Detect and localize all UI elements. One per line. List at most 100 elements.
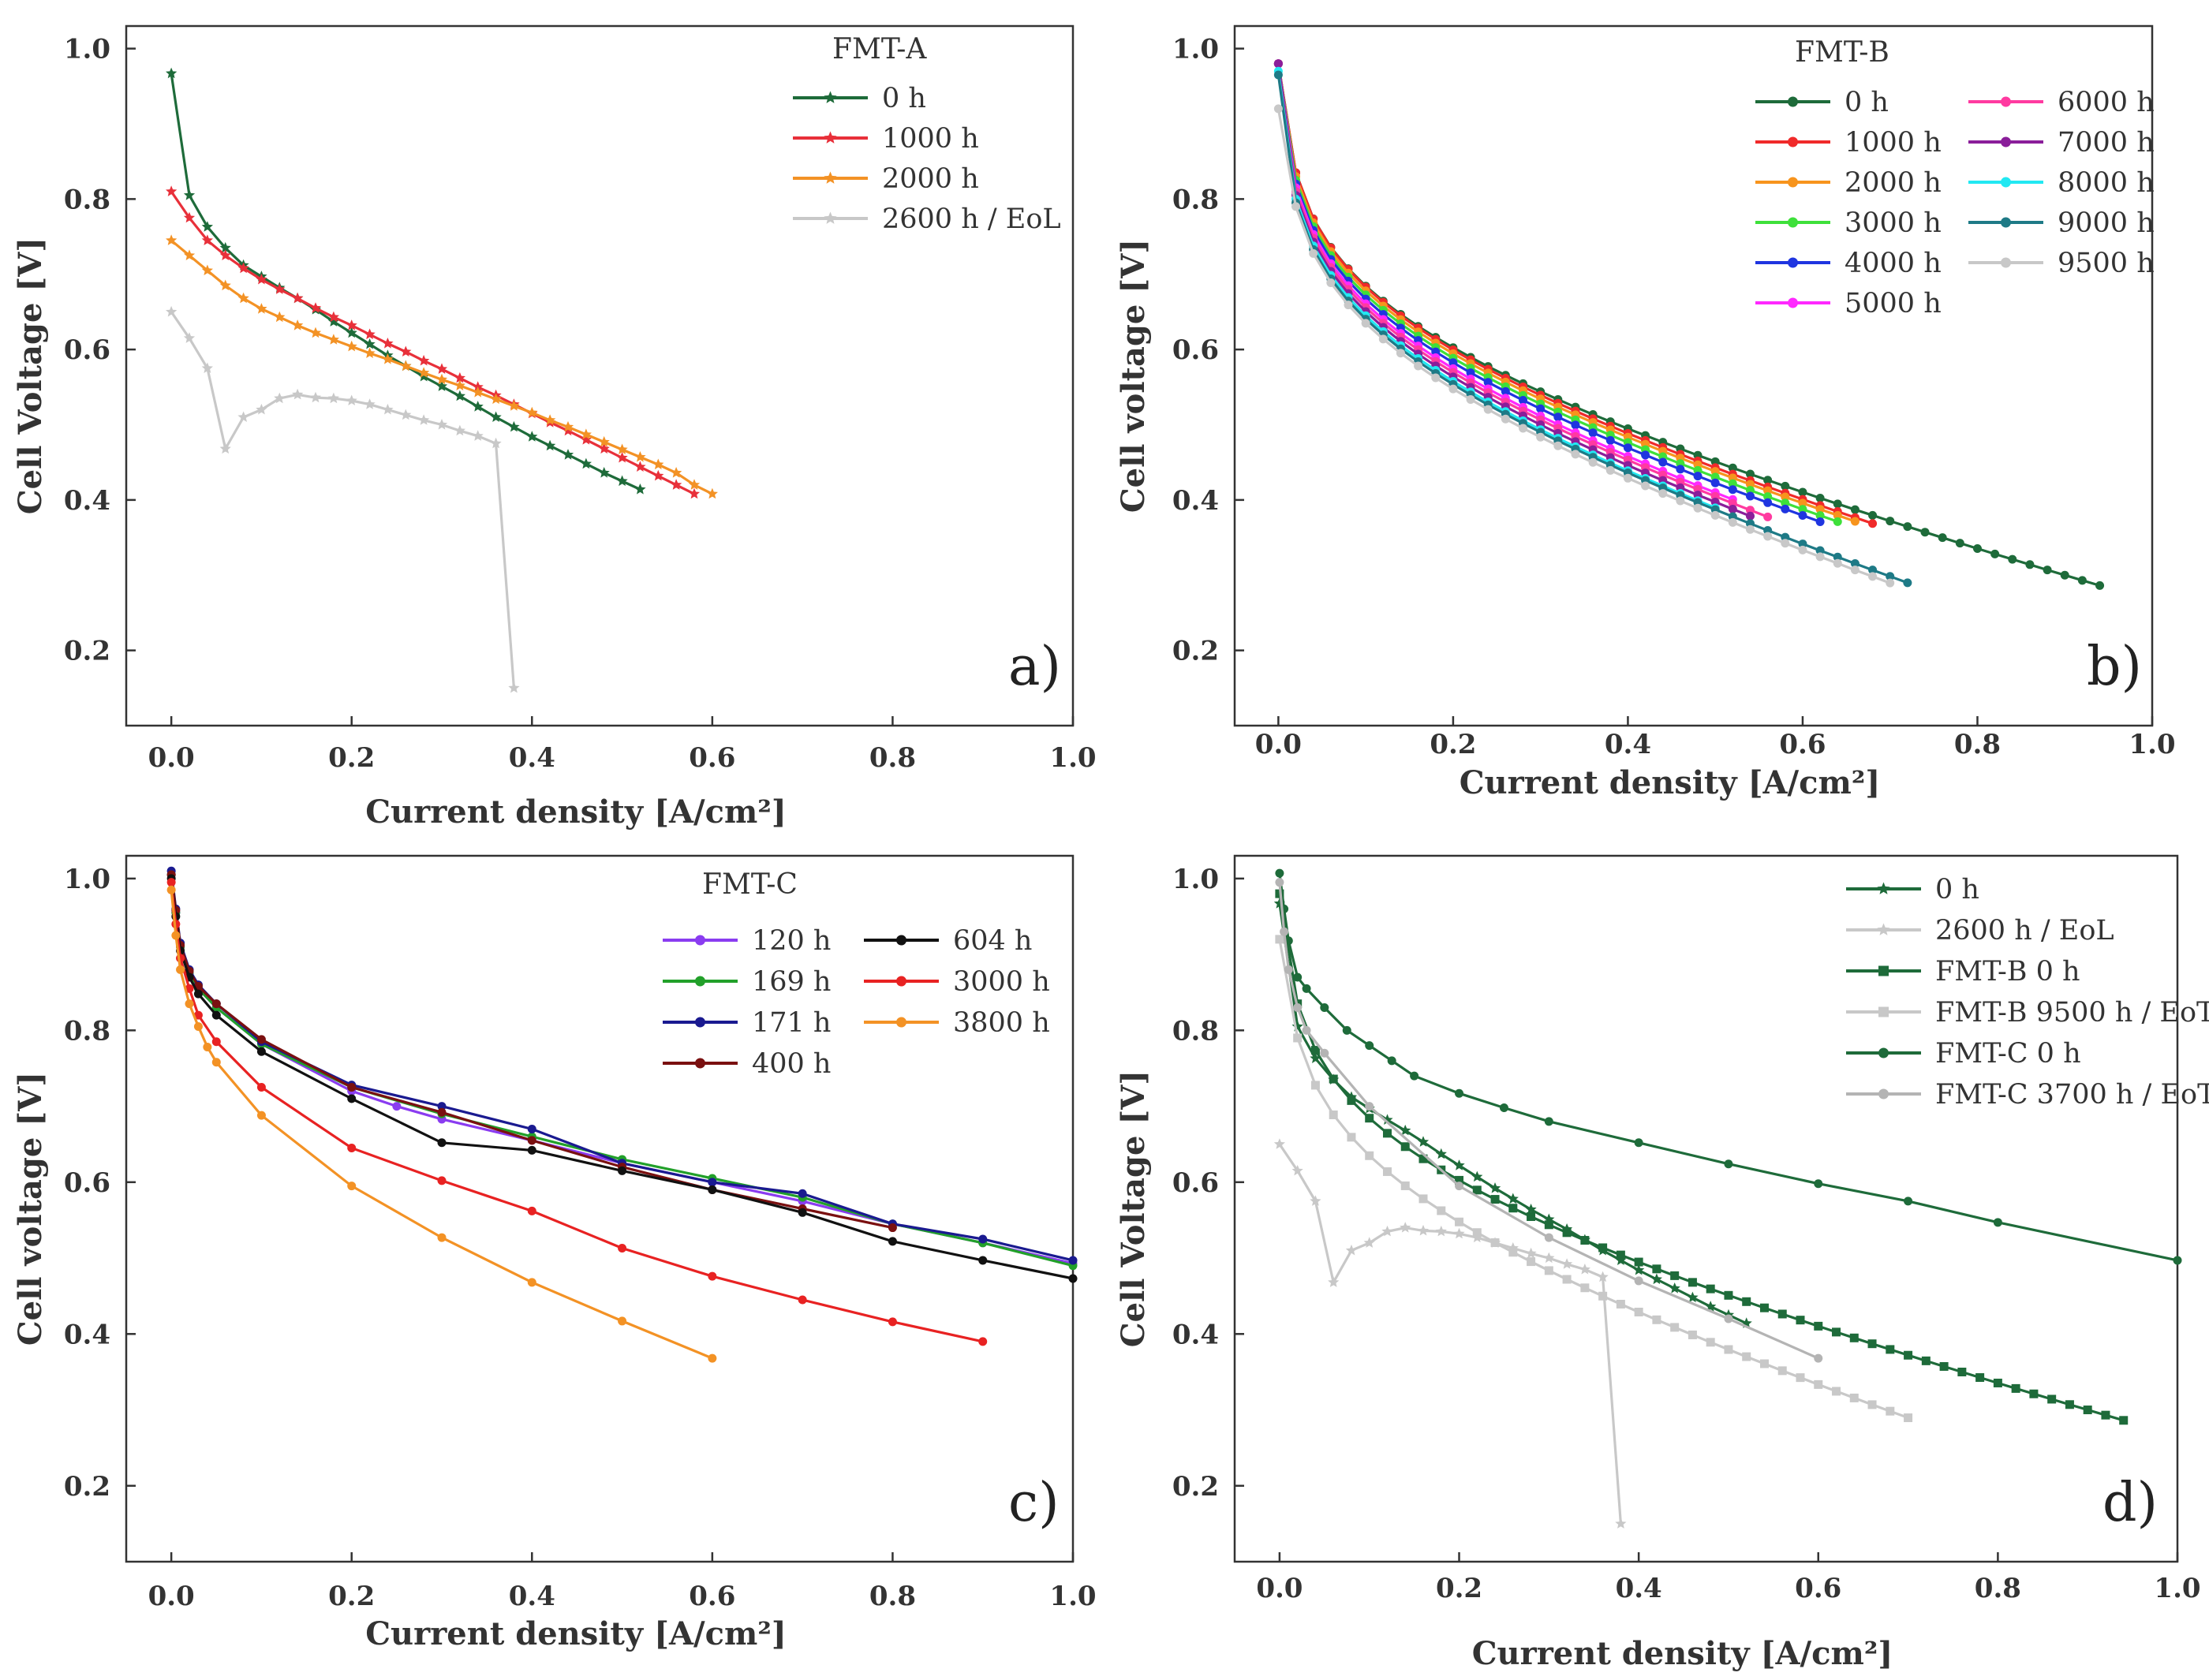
legend-item: 8000 h: [1968, 167, 2155, 199]
legend-item: 9500 h: [1968, 248, 2155, 279]
data-point: [347, 1083, 357, 1092]
data-point: [1310, 1046, 1320, 1055]
x-axis-title: Current density [A/cm²]: [365, 1615, 787, 1652]
data-point: [1382, 1129, 1392, 1138]
chart-panel-c: 0.0 0.2 0.4 0.6 0.8 1.0 0.2 0.4 0.6 0.8 1.0 Current…: [12, 854, 1097, 1652]
data-point: [1519, 395, 1528, 405]
x-tick-label: 0.2: [328, 742, 375, 774]
x-tick-label: 0.4: [1616, 1573, 1662, 1604]
legend-marker: [2001, 217, 2011, 228]
data-point: [634, 483, 646, 495]
data-point: [798, 1295, 807, 1305]
data-point: [508, 681, 520, 693]
data-point: [562, 449, 574, 460]
data-point: [327, 311, 339, 323]
data-point: [1904, 1350, 1913, 1360]
data-point: [203, 1043, 212, 1052]
data-point: [1543, 1252, 1555, 1264]
data-point: [798, 1189, 807, 1198]
legend-item: FMT-B 9500 h / EoT: [1846, 997, 2209, 1029]
data-point: [1466, 368, 1475, 378]
data-point: [1571, 450, 1580, 459]
x-tick-label: 0.8: [869, 1581, 916, 1612]
data-point: [1658, 457, 1668, 467]
data-point: [1418, 1194, 1428, 1204]
data-point: [1745, 525, 1755, 534]
data-point: [435, 363, 448, 374]
data-point: [1815, 552, 1825, 562]
data-point: [978, 1337, 988, 1346]
data-point: [472, 401, 484, 412]
data-point: [1728, 463, 1737, 472]
legend-item: 3000 h: [1755, 207, 1942, 239]
data-point: [2060, 570, 2069, 580]
data-point: [1562, 1275, 1572, 1284]
y-tick-label: 0.8: [1172, 184, 1219, 215]
data-point: [1588, 428, 1598, 438]
x-axis-title: Current density [A/cm²]: [365, 793, 787, 831]
data-point: [1598, 1243, 1608, 1253]
data-point: [1815, 517, 1825, 527]
x-tick-label: 0.6: [689, 1581, 735, 1612]
series-line: [170, 190, 695, 495]
data-point: [527, 1278, 536, 1287]
series-line: [1276, 63, 1856, 523]
legend-item: 120 h: [663, 925, 831, 957]
data-point: [1763, 486, 1773, 495]
data-point: [237, 292, 249, 304]
y-axis-title: Cell Voltage [V]: [12, 237, 49, 514]
data-point: [1345, 1244, 1358, 1256]
data-point: [580, 428, 592, 439]
data-point: [1815, 546, 1825, 555]
legend-label: 9500 h: [2058, 248, 2155, 279]
data-point: [237, 411, 249, 422]
data-point: [166, 67, 178, 79]
data-point: [1832, 1387, 1841, 1396]
data-point: [1273, 70, 1283, 80]
data-point: [418, 414, 430, 425]
legend-marker: [1878, 1047, 1889, 1058]
legend-label: 0 h: [1845, 87, 1889, 118]
data-point: [1706, 1338, 1715, 1347]
y-tick-label: 0.2: [64, 1471, 110, 1503]
data-point: [1867, 1339, 1877, 1349]
legend-label: FMT-C 0 h: [1935, 1038, 2081, 1070]
data-point: [1745, 480, 1755, 489]
data-point: [211, 1037, 221, 1047]
series-9500-h: [1273, 104, 1895, 588]
data-point: [1710, 457, 1720, 466]
data-point: [1365, 1102, 1374, 1111]
series-line: [1278, 1143, 1622, 1525]
x-tick-label: 0.0: [1256, 1573, 1303, 1604]
x-tick-label: 0.0: [1255, 729, 1302, 760]
data-point: [544, 439, 556, 451]
data-point: [382, 353, 394, 364]
x-tick-label: 0.6: [1795, 1573, 1841, 1604]
y-tick-label: 0.8: [64, 184, 110, 215]
data-point: [1670, 1271, 1680, 1280]
data-point: [1798, 505, 1807, 514]
data-point: [1615, 1518, 1627, 1529]
data-point: [2119, 1416, 2129, 1425]
data-point: [1489, 1182, 1501, 1193]
y-tick-label: 0.4: [1172, 485, 1219, 517]
data-point: [1849, 1393, 1859, 1402]
data-point: [598, 467, 610, 478]
data-point: [201, 264, 213, 275]
data-point: [166, 185, 178, 196]
series-169-h: [166, 870, 1078, 1271]
data-point: [1597, 1271, 1609, 1282]
legend-marker: [1788, 177, 1798, 188]
legend-label: 9000 h: [2058, 207, 2155, 239]
data-point: [888, 1223, 897, 1233]
data-point: [1833, 510, 1842, 520]
series-2600-h-eol: [166, 305, 520, 693]
data-point: [527, 1206, 536, 1215]
data-point: [292, 292, 304, 304]
legend-item: 2600 h / EoL: [1846, 915, 2114, 946]
data-point: [237, 262, 249, 274]
data-point: [1745, 506, 1755, 515]
data-point: [1742, 1352, 1751, 1361]
data-point: [1507, 1193, 1519, 1204]
data-point: [437, 1176, 447, 1185]
